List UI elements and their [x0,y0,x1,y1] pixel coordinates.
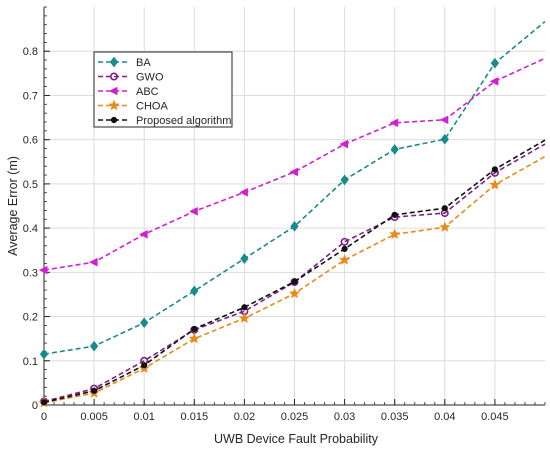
y-tick-label: 0.7 [23,90,38,102]
legend-label-abc: ABC [136,86,159,98]
y-tick-label: 0 [32,400,38,412]
data-point-proposed-algorithm [91,387,98,394]
series-gwo [39,143,546,406]
y-tick-label: 0.4 [23,223,38,235]
data-point-proposed-algorithm [291,278,298,285]
x-tick-label: 0 [41,411,47,423]
data-point-abc [289,167,298,177]
data-point-abc [389,118,399,128]
data-point-abc [439,115,449,125]
axes: 0 0.005 0.01 0.015 0.02 0.025 0.03 0.035 0.04 0.0… [23,6,546,423]
data-point-abc [489,76,499,86]
x-tick-label: 0.045 [481,411,509,423]
x-tick-label: 0.025 [281,411,309,423]
y-axis-label: Average Error (m) [6,156,20,256]
data-point-ba [190,285,199,297]
data-point-gwo [340,237,349,246]
x-tick-label: 0.035 [381,411,409,423]
y-tick-label: 0.6 [23,135,38,147]
data-point-proposed-algorithm [491,166,498,173]
data-point-abc [339,139,349,149]
x-tick-label: 0.03 [334,411,355,423]
data-point-abc [189,206,198,216]
data-point-ba [39,348,49,360]
data-point-proposed-algorithm [40,399,48,406]
data-point-abc [88,257,98,267]
series-line-abc [43,57,546,271]
data-point-choa [439,221,451,232]
x-tick-label: 0.005 [80,411,108,423]
data-point-ba [240,253,249,264]
data-point-proposed-algorithm [141,362,148,369]
legend-marker-ba [109,56,119,68]
data-point-proposed-algorithm [341,245,348,252]
legend-marker-proposed-algorithm [110,116,118,124]
data-point-ba [490,57,500,69]
data-point-abc [38,265,48,275]
data-point-choa [339,254,351,265]
series-layer [38,20,546,408]
x-tick-label: 0.04 [434,411,455,423]
data-point-choa [188,332,200,344]
y-tick-label: 0.8 [23,46,38,58]
legend-marker-gwo [110,72,119,81]
y-tick-label: 0.5 [23,179,38,191]
data-point-proposed-algorithm [241,304,248,311]
data-point-proposed-algorithm [441,205,448,212]
legend: BA GWO ABC CHOA Proposed algorithm [93,51,233,128]
data-point-proposed-algorithm [191,325,198,333]
data-point-abc [139,229,148,239]
series-ba [39,20,546,360]
data-point-choa [389,228,401,240]
data-point-ba [89,340,99,352]
data-point-ba [290,221,299,232]
legend-marker-abc [108,86,118,96]
x-axis-label: UWB Device Fault Probability [214,432,379,446]
x-tick-label: 0.01 [133,411,154,423]
y-tick-label: 0.2 [23,312,38,324]
data-point-ba [140,317,149,329]
x-tick-label: 0.015 [181,411,209,423]
data-point-abc [239,187,248,197]
y-tick-label: 0.1 [23,356,38,368]
data-point-choa [238,312,250,324]
data-point-ba [340,174,349,186]
series-proposed-algorithm [40,139,546,406]
legend-label-ba: BA [136,57,151,69]
x-tick-label: 0.02 [234,411,255,423]
data-point-ba [390,144,399,155]
data-point-choa [288,287,301,299]
legend-label-choa: CHOA [136,101,168,113]
legend-marker-choa [108,99,120,111]
y-tick-label: 0.3 [23,267,38,279]
data-point-choa [489,178,501,190]
legend-label-gwo: GWO [136,72,164,84]
series-line-gwo [43,143,546,403]
legend-label-proposed-algorithm: Proposed algorithm [136,115,231,127]
data-point-proposed-algorithm [391,211,398,218]
data-point-ba [440,133,449,145]
series-abc [38,57,546,275]
